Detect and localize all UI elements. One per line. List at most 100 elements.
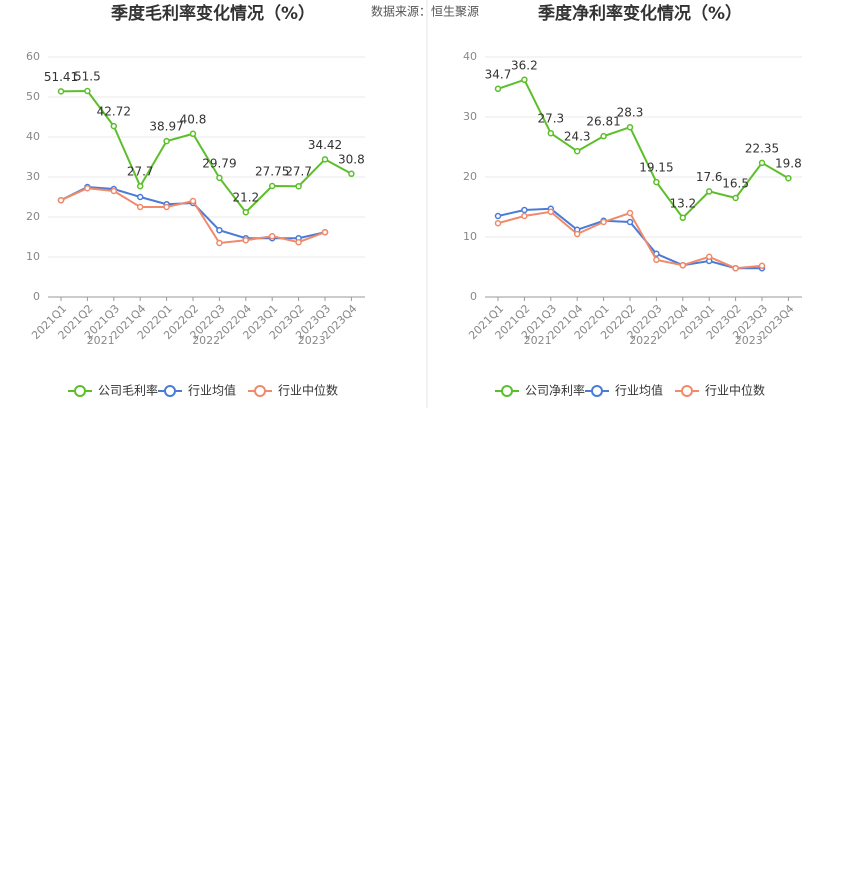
point	[521, 76, 528, 84]
point	[494, 212, 502, 220]
point	[348, 170, 355, 178]
point	[110, 187, 118, 195]
point	[216, 239, 223, 247]
legend-marker	[591, 385, 603, 397]
legend-marker	[164, 385, 176, 397]
series-line	[497, 207, 762, 270]
y-tick-label: 30	[463, 110, 477, 123]
point	[163, 203, 170, 211]
point	[268, 232, 276, 240]
data-label: 26.81	[586, 115, 620, 129]
legend-label: 行业均值	[615, 383, 663, 398]
data-label: 17.6	[696, 170, 723, 184]
point	[732, 264, 739, 272]
y-tick-label: 10	[463, 230, 477, 243]
data-label: 19.8	[775, 157, 802, 171]
point	[679, 261, 687, 269]
chart-title: 季度净利率变化情况（%）	[538, 3, 742, 24]
legend-label: 行业中位数	[705, 383, 765, 398]
source: 数据来源：恒生聚源	[371, 4, 479, 19]
data-label: 30.8	[338, 152, 365, 166]
point	[705, 188, 713, 195]
point	[626, 209, 634, 217]
year-label: 2021	[524, 334, 552, 347]
data-label: 21.2	[232, 191, 259, 205]
point	[216, 226, 223, 234]
point	[242, 208, 250, 216]
series-line	[60, 89, 352, 214]
data-label: 51.5	[74, 70, 101, 84]
y-tick-label: 10	[26, 250, 40, 263]
point	[600, 218, 607, 226]
data-label: 27.7	[127, 165, 154, 179]
point	[136, 182, 144, 190]
legend-label: 行业均值	[188, 383, 236, 398]
point	[494, 219, 502, 227]
point	[295, 182, 302, 190]
year-label: 2023	[298, 334, 326, 347]
year-label: 2021	[87, 334, 115, 347]
y-tick-label: 20	[26, 210, 40, 223]
point	[57, 88, 65, 95]
point	[573, 230, 581, 238]
point	[494, 85, 502, 93]
data-label: 13.2	[669, 196, 696, 210]
point	[600, 132, 607, 140]
point	[321, 156, 329, 163]
y-tick-label: 20	[463, 170, 477, 183]
series-line	[60, 185, 326, 240]
legend-label: 行业中位数	[278, 383, 338, 398]
point	[626, 123, 634, 131]
point	[758, 262, 766, 270]
year-label: 2022	[192, 334, 220, 347]
point	[732, 194, 739, 202]
series-line	[497, 78, 789, 220]
point	[321, 228, 329, 236]
point	[57, 196, 65, 204]
y-tick-label: 0	[470, 290, 477, 303]
point	[189, 197, 197, 205]
point	[295, 238, 302, 246]
y-tick-label: 30	[26, 170, 40, 183]
point	[84, 184, 91, 192]
y-tick-label: 40	[463, 50, 477, 63]
point	[136, 203, 144, 211]
data-label: 29.79	[202, 156, 236, 170]
data-label: 51.41	[44, 70, 78, 84]
point	[653, 256, 660, 264]
point	[547, 208, 555, 216]
data-label: 34.42	[308, 138, 342, 152]
y-tick-label: 0	[33, 290, 40, 303]
year-label: 2023	[735, 334, 763, 347]
point	[521, 206, 528, 214]
data-label: 16.5	[722, 177, 749, 191]
point	[785, 174, 792, 182]
data-label: 36.2	[511, 58, 538, 72]
point	[521, 212, 528, 220]
point	[547, 129, 555, 137]
point	[573, 147, 581, 155]
legend-label: 公司毛利率	[98, 383, 158, 398]
data-label: 38.97	[149, 120, 183, 134]
data-label: 28.3	[617, 106, 644, 120]
point	[268, 182, 276, 190]
point	[679, 214, 687, 222]
data-label: 27.3	[537, 112, 564, 126]
data-label: 22.35	[745, 141, 779, 155]
point	[110, 122, 118, 130]
legend-label: 公司净利率	[525, 383, 585, 398]
data-label: 19.15	[639, 161, 673, 175]
y-tick-label: 40	[26, 130, 40, 143]
point	[84, 87, 91, 95]
data-label: 27.7	[285, 165, 312, 179]
y-tick-label: 60	[26, 50, 40, 63]
point	[216, 174, 223, 182]
legend-marker	[254, 385, 266, 397]
year-label: 2022	[629, 334, 657, 347]
point	[758, 159, 766, 167]
series-line	[60, 187, 326, 245]
legend-marker	[74, 385, 86, 397]
y-tick-label: 50	[26, 90, 40, 103]
point	[626, 218, 634, 226]
data-label: 24.3	[564, 130, 591, 144]
